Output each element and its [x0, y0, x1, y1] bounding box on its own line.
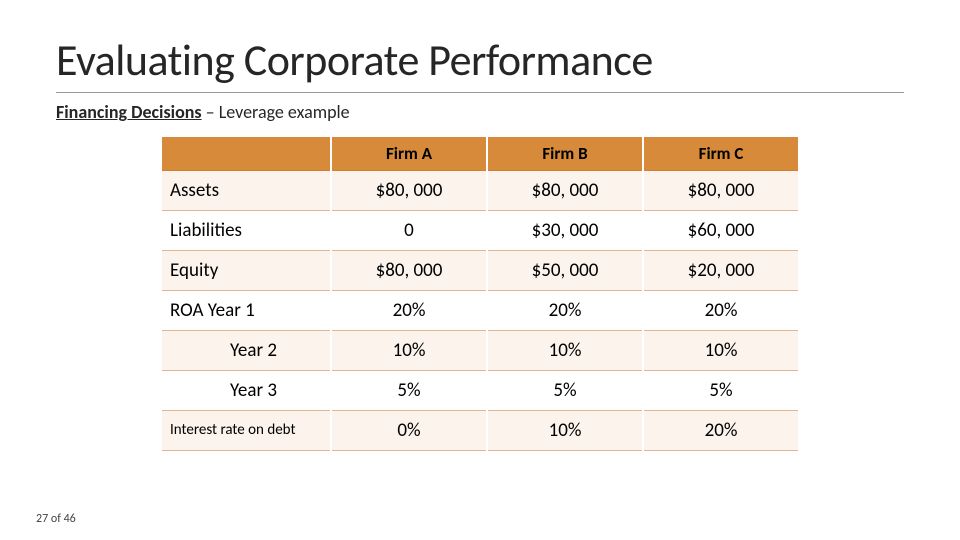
cell: 20% [643, 411, 799, 451]
table-row: Liabilities0$30, 000$60, 000 [161, 211, 799, 251]
row-label: Liabilities [161, 211, 331, 251]
table-body: Assets$80, 000$80, 000$80, 000Liabilitie… [161, 171, 799, 451]
cell: $80, 000 [331, 251, 487, 291]
cell: 5% [331, 371, 487, 411]
cell: $30, 000 [487, 211, 643, 251]
leverage-table-wrap: Firm A Firm B Firm C Assets$80, 000$80, … [160, 137, 800, 451]
subtitle-plain: – Leverage example [202, 101, 350, 123]
page-number: 27 of 46 [36, 512, 76, 526]
table-row: Year 210%10%10% [161, 331, 799, 371]
cell: $60, 000 [643, 211, 799, 251]
cell: $20, 000 [643, 251, 799, 291]
cell: 10% [643, 331, 799, 371]
cell: $50, 000 [487, 251, 643, 291]
table-row: ROA Year 120%20%20% [161, 291, 799, 331]
subtitle-bold: Financing Decisions [56, 101, 202, 123]
cell: 20% [331, 291, 487, 331]
cell: 0% [331, 411, 487, 451]
table-row: Year 35%5%5% [161, 371, 799, 411]
cell: 20% [643, 291, 799, 331]
table-header-row: Firm A Firm B Firm C [161, 137, 799, 171]
row-label: Year 3 [161, 371, 331, 411]
cell: $80, 000 [643, 171, 799, 211]
row-label: Equity [161, 251, 331, 291]
row-label: Interest rate on debt [161, 411, 331, 451]
leverage-table: Firm A Firm B Firm C Assets$80, 000$80, … [160, 137, 800, 451]
slide-subtitle: Financing Decisions – Leverage example [56, 101, 904, 123]
row-label: ROA Year 1 [161, 291, 331, 331]
table-header-firm-a: Firm A [331, 137, 487, 171]
table-header-firm-b: Firm B [487, 137, 643, 171]
cell: $80, 000 [487, 171, 643, 211]
row-label: Year 2 [161, 331, 331, 371]
slide: Evaluating Corporate Performance Financi… [0, 0, 960, 540]
row-label: Assets [161, 171, 331, 211]
cell: 10% [487, 331, 643, 371]
cell: 5% [487, 371, 643, 411]
cell: 20% [487, 291, 643, 331]
table-header-firm-c: Firm C [643, 137, 799, 171]
cell: $80, 000 [331, 171, 487, 211]
slide-title: Evaluating Corporate Performance [56, 36, 904, 93]
table-row: Assets$80, 000$80, 000$80, 000 [161, 171, 799, 211]
cell: 5% [643, 371, 799, 411]
cell: 10% [331, 331, 487, 371]
table-header-blank [161, 137, 331, 171]
cell: 0 [331, 211, 487, 251]
table-row: Equity$80, 000$50, 000$20, 000 [161, 251, 799, 291]
table-row: Interest rate on debt0%10%20% [161, 411, 799, 451]
cell: 10% [487, 411, 643, 451]
